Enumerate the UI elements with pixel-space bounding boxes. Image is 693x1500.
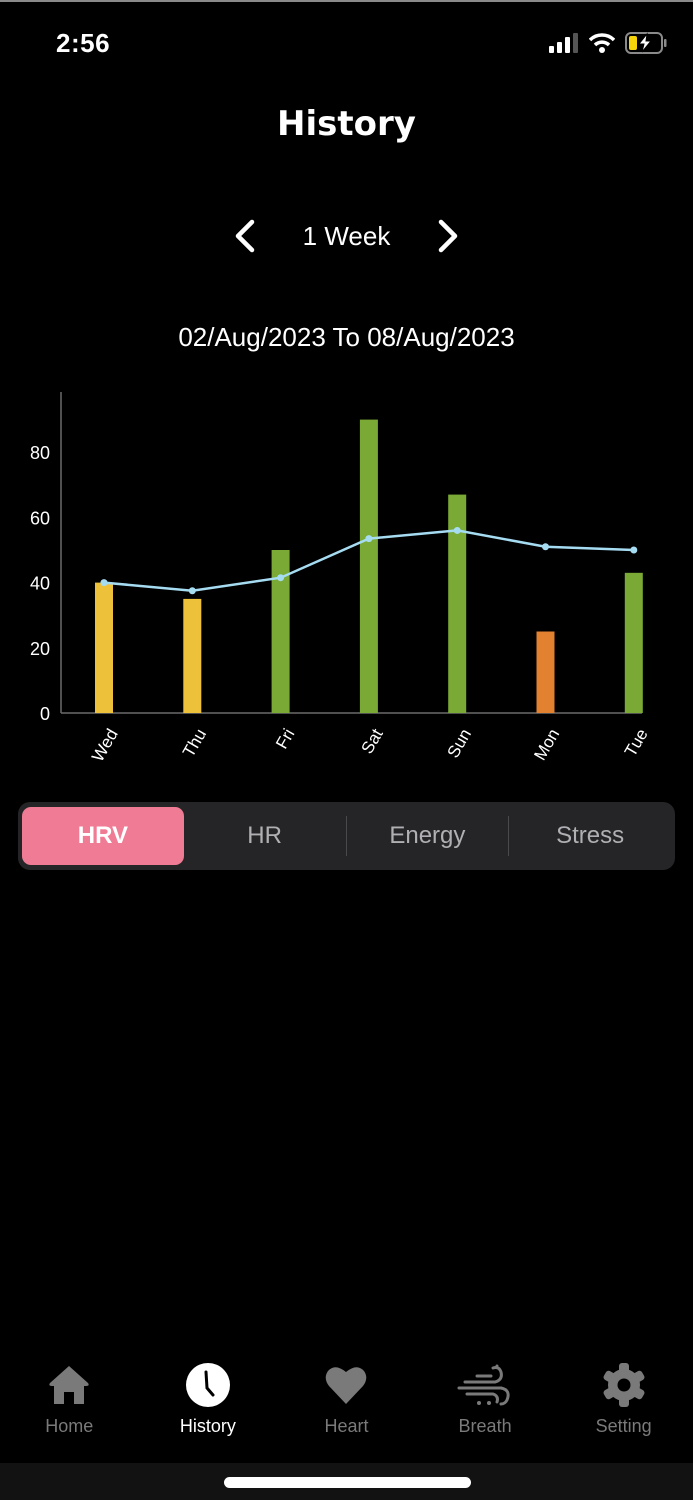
y-tick-label: 60 bbox=[30, 508, 50, 528]
hrv-chart: 0 20 40 60 80 Wed Thu Fri Sat Sun Mon Tue bbox=[0, 382, 693, 782]
bar-mon[interactable] bbox=[536, 631, 555, 714]
chevron-left-icon bbox=[235, 219, 254, 253]
bar-thu[interactable] bbox=[183, 598, 202, 713]
bar-sat[interactable] bbox=[359, 419, 378, 713]
tab-energy[interactable]: Energy bbox=[389, 822, 466, 849]
range-selector: 1 Week bbox=[0, 212, 693, 260]
wifi-icon bbox=[589, 33, 615, 53]
bar-tue[interactable] bbox=[624, 572, 643, 713]
tabbar-label: Heart bbox=[324, 1416, 369, 1436]
line-point[interactable] bbox=[277, 574, 285, 582]
gear-icon bbox=[603, 1363, 645, 1407]
heart-icon bbox=[326, 1367, 367, 1404]
line-point[interactable] bbox=[630, 546, 638, 554]
tabbar-item-breath[interactable]: Breath bbox=[416, 1352, 555, 1462]
tabbar-label: Breath bbox=[458, 1416, 512, 1436]
page-title: History bbox=[277, 104, 416, 144]
tab-hrv[interactable]: HRV bbox=[22, 807, 184, 865]
y-tick-label: 40 bbox=[30, 574, 50, 594]
metric-segmented-control: HRV HR Energy Stress bbox=[18, 802, 675, 870]
x-tick-label: Sat bbox=[358, 725, 387, 757]
next-range-button[interactable] bbox=[428, 212, 468, 260]
previous-range-button[interactable] bbox=[225, 212, 265, 260]
y-tick-label: 0 bbox=[40, 704, 50, 724]
status-bar: 2:56 bbox=[0, 2, 693, 82]
tabbar-label: History bbox=[179, 1416, 236, 1436]
segment-divider bbox=[508, 816, 510, 856]
home-icon bbox=[49, 1366, 89, 1404]
line-point[interactable] bbox=[100, 579, 108, 587]
x-tick-label: Thu bbox=[179, 726, 210, 761]
bar-sun[interactable] bbox=[448, 494, 467, 713]
tab-hr[interactable]: HR bbox=[247, 822, 282, 849]
x-tick-label: Fri bbox=[272, 726, 298, 753]
date-range: 02/Aug/2023 To 08/Aug/2023 bbox=[178, 322, 515, 352]
home-indicator[interactable] bbox=[224, 1477, 471, 1488]
x-tick-label: Tue bbox=[621, 726, 652, 760]
x-tick-label: Wed bbox=[88, 726, 122, 766]
line-point[interactable] bbox=[188, 587, 196, 595]
line-point[interactable] bbox=[365, 535, 373, 543]
tabbar-item-home[interactable]: Home bbox=[0, 1352, 139, 1462]
tabbar-item-setting[interactable]: Setting bbox=[554, 1352, 693, 1462]
range-label: 1 Week bbox=[302, 220, 391, 251]
bar-fri[interactable] bbox=[271, 550, 290, 713]
wind-icon bbox=[457, 1364, 510, 1406]
bar-wed[interactable] bbox=[95, 582, 113, 713]
cellular-signal-icon bbox=[549, 33, 578, 53]
status-time: 2:56 bbox=[56, 28, 111, 58]
segment-divider bbox=[345, 816, 347, 856]
tabbar-item-heart[interactable]: Heart bbox=[277, 1352, 416, 1462]
line-point[interactable] bbox=[542, 543, 549, 551]
chevron-right-icon bbox=[439, 219, 458, 253]
x-tick-label: Sun bbox=[443, 726, 475, 762]
bottom-tab-bar: Home History Heart Breath bbox=[0, 1352, 693, 1462]
tabbar-label: Setting bbox=[595, 1416, 652, 1436]
tabbar-item-history[interactable]: History bbox=[139, 1352, 278, 1462]
chart-canvas: 0 20 40 60 80 Wed Thu Fri Sat Sun Mon Tue bbox=[30, 392, 652, 766]
line-point[interactable] bbox=[453, 526, 461, 534]
battery-charging-icon bbox=[625, 32, 667, 54]
clock-icon bbox=[185, 1363, 230, 1407]
x-tick-label: Mon bbox=[530, 726, 563, 764]
status-icons bbox=[549, 32, 667, 54]
y-tick-label: 20 bbox=[30, 639, 50, 659]
y-tick-label: 80 bbox=[30, 443, 50, 463]
tabbar-label: Home bbox=[45, 1416, 94, 1436]
tab-stress[interactable]: Stress bbox=[556, 822, 625, 849]
